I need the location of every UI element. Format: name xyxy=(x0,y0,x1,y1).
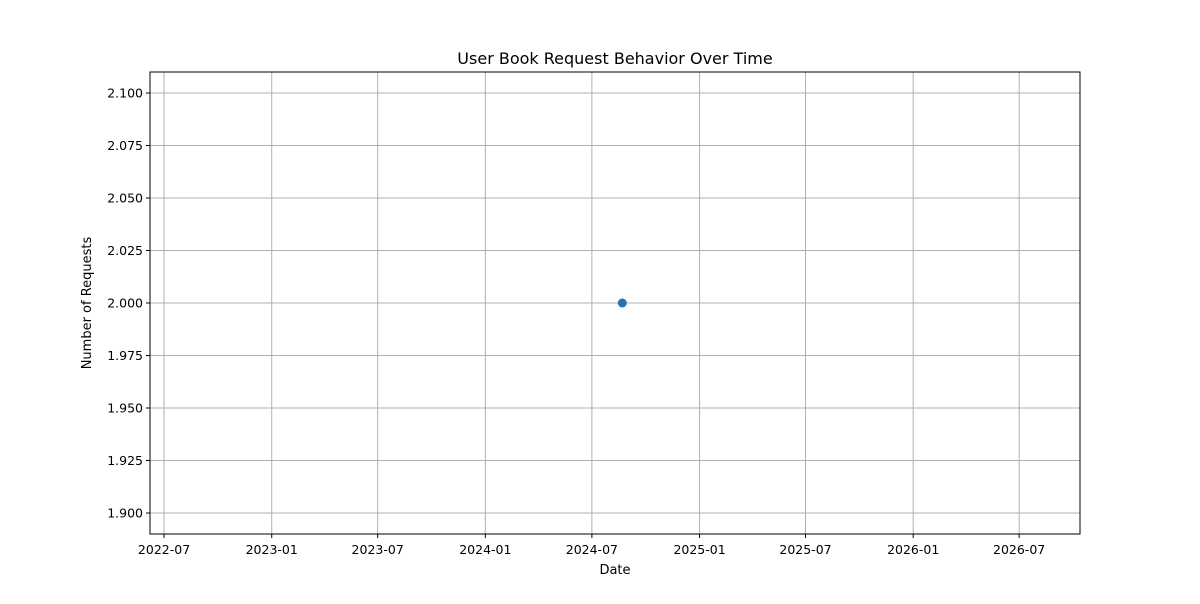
x-tick-label: 2023-07 xyxy=(352,542,404,557)
y-tick-label: 1.925 xyxy=(107,453,143,468)
x-tick-label: 2024-01 xyxy=(459,542,511,557)
y-tick-label: 1.900 xyxy=(107,506,143,521)
x-tick-label: 2025-01 xyxy=(673,542,725,557)
x-tick-label: 2022-07 xyxy=(138,542,190,557)
x-axis-label: Date xyxy=(599,563,630,578)
x-tick-label: 2026-07 xyxy=(993,542,1045,557)
x-tick-label: 2024-07 xyxy=(566,542,618,557)
y-tick-label: 1.950 xyxy=(107,401,143,416)
y-tick-label: 2.100 xyxy=(107,86,143,101)
data-points xyxy=(617,298,627,308)
grid-layer xyxy=(150,72,1080,534)
y-tick-label: 2.050 xyxy=(107,191,143,206)
chart-title: User Book Request Behavior Over Time xyxy=(457,49,772,68)
x-tick-label: 2023-01 xyxy=(246,542,298,557)
y-tick-label: 2.025 xyxy=(107,243,143,258)
data-point xyxy=(617,298,627,308)
y-tick-label: 2.000 xyxy=(107,296,143,311)
y-axis-label: Number of Requests xyxy=(80,236,95,369)
y-tick-label: 1.975 xyxy=(107,348,143,363)
tick-layer: 2022-07 2023-01 2023-07 2024-01 2024-07 2025-… xyxy=(107,86,1045,558)
y-tick-label: 2.075 xyxy=(107,138,143,153)
x-tick-label: 2025-07 xyxy=(779,542,831,557)
x-tick-label: 2026-01 xyxy=(887,542,939,557)
